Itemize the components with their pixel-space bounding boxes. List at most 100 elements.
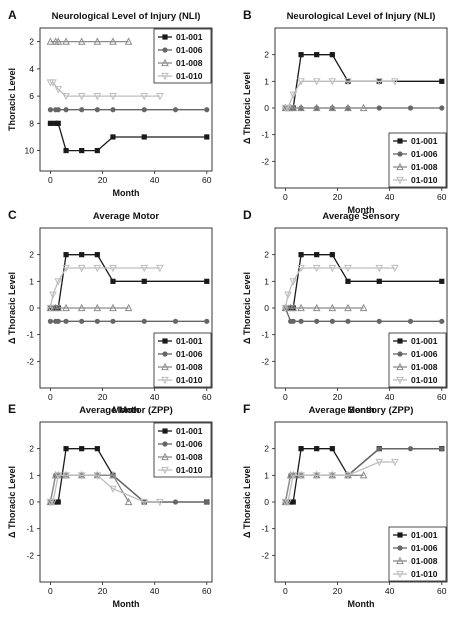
x-axis-label: Month — [113, 188, 140, 198]
x-tick-label: 0 — [283, 192, 288, 202]
x-tick-label: 20 — [98, 586, 108, 596]
data-point — [62, 37, 70, 45]
data-point — [110, 107, 116, 113]
data-point — [289, 303, 298, 312]
legend: 01-001 01-006 01-008 01-010 — [153, 28, 212, 84]
data-point — [109, 92, 117, 101]
data-point — [62, 303, 70, 312]
data-point — [49, 79, 57, 87]
x-axis-label: Month — [348, 205, 375, 215]
legend-label: 01-006 — [176, 349, 203, 359]
data-point — [407, 446, 414, 452]
legend-marker — [161, 58, 169, 67]
data-point — [314, 52, 320, 58]
data-point — [124, 497, 133, 506]
y-tick-label: 1 — [264, 76, 269, 86]
series-line — [49, 267, 160, 309]
x-tick-label: 40 — [150, 586, 160, 596]
y-tick-label: 2 — [29, 444, 34, 454]
series-01-010 — [281, 458, 399, 507]
legend-label: 01-006 — [411, 543, 438, 553]
data-point — [94, 107, 100, 113]
data-point — [110, 318, 116, 324]
data-point — [156, 92, 164, 101]
legend-label: 01-010 — [176, 465, 203, 475]
y-tick-label: 2 — [264, 50, 269, 60]
data-point — [345, 278, 351, 284]
x-tick-label: 20 — [333, 392, 343, 402]
data-point — [63, 107, 69, 113]
data-point — [93, 37, 102, 45]
legend-marker — [162, 47, 168, 53]
y-tick-label: -2 — [26, 550, 34, 560]
data-point — [156, 498, 164, 507]
data-point — [93, 303, 102, 312]
data-point — [62, 264, 70, 273]
legend-marker — [396, 162, 404, 171]
legend-label: 01-001 — [176, 426, 203, 436]
y-axis-label: Δ Thoracic Level — [242, 466, 252, 538]
y-tick-label: 0 — [29, 303, 34, 313]
x-tick-label: 0 — [48, 392, 53, 402]
data-point — [63, 147, 69, 154]
data-point — [109, 37, 117, 45]
chart-title: Average Sensory (ZPP) — [309, 405, 414, 416]
legend-marker — [161, 466, 169, 475]
legend-marker — [162, 441, 168, 447]
data-point — [53, 120, 59, 126]
panel-F: F Average Sensory (ZPP) 0 20 40 60 -2 -1 0 1 2 Mont… — [242, 402, 448, 609]
data-point — [204, 318, 210, 324]
legend-marker — [397, 151, 403, 157]
legend-marker — [162, 34, 168, 40]
panel-C: C Average Motor 0 20 40 60 -2 -1 0 1 2 Month Δ Thora… — [7, 208, 213, 415]
data-point — [124, 37, 133, 45]
data-point — [79, 107, 85, 113]
legend-marker — [397, 532, 403, 538]
legend-marker — [397, 351, 403, 357]
legend-label: 01-008 — [176, 58, 203, 68]
legend-label: 01-006 — [176, 45, 203, 55]
legend-marker — [162, 428, 168, 434]
legend-label: 01-008 — [411, 162, 438, 172]
y-tick-label: -1 — [26, 524, 34, 534]
data-point — [312, 78, 321, 86]
data-point — [328, 472, 337, 480]
data-point — [407, 318, 414, 324]
data-point — [312, 103, 321, 112]
data-point — [329, 52, 335, 58]
series-01-008 — [281, 303, 368, 312]
x-axis-label: Month — [348, 599, 375, 609]
data-point — [376, 318, 382, 324]
legend-marker — [397, 545, 403, 551]
series-line — [50, 81, 160, 97]
y-tick-label: -1 — [26, 330, 34, 340]
y-tick-label: 4 — [29, 64, 34, 74]
data-point — [47, 120, 54, 126]
data-point — [109, 303, 117, 312]
data-point — [54, 278, 63, 286]
series-01-006 — [47, 318, 210, 324]
legend-label: 01-001 — [411, 530, 438, 540]
data-point — [359, 471, 368, 479]
legend-marker — [396, 376, 404, 385]
data-point — [345, 318, 351, 324]
data-point — [328, 78, 337, 86]
data-point — [298, 252, 304, 258]
panel-label: B — [243, 8, 252, 22]
data-point — [297, 78, 305, 86]
data-point — [312, 472, 321, 480]
data-point — [49, 498, 57, 507]
data-point — [289, 278, 298, 286]
data-point — [94, 252, 100, 258]
y-tick-label: 1 — [264, 276, 269, 286]
data-point — [329, 318, 335, 324]
legend-label: 01-008 — [411, 556, 438, 566]
legend: 01-001 01-006 01-008 01-010 — [388, 132, 447, 188]
legend: 01-001 01-006 01-008 01-010 — [388, 526, 447, 582]
data-point — [77, 472, 86, 480]
panel-D: D Average Sensory 0 20 40 60 -2 -1 0 1 2 Month Δ Tho… — [242, 208, 448, 415]
data-point — [77, 303, 86, 312]
data-point — [359, 103, 368, 112]
legend-label: 01-008 — [411, 362, 438, 372]
legend-label: 01-010 — [176, 375, 203, 385]
